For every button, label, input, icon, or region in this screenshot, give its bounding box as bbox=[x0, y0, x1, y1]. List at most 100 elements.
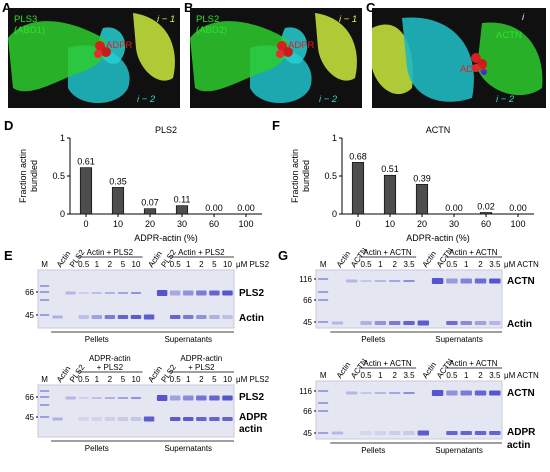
e-top-band bbox=[222, 315, 233, 319]
e-top-band bbox=[91, 292, 103, 294]
g-bot-lane-header: Actin bbox=[335, 360, 353, 380]
e-bot-group-label-1: + PLS2 bbox=[97, 363, 124, 372]
g-bot-band-label: ADPR bbox=[507, 427, 536, 438]
f-chart-title: ACTN bbox=[426, 125, 451, 135]
e-bot-lane-header: M bbox=[41, 375, 48, 384]
e-top-band-label: Actin bbox=[239, 313, 264, 324]
d-value-label: 0.11 bbox=[174, 195, 191, 205]
g-bot-gel-body bbox=[315, 380, 503, 440]
structure-image-c bbox=[372, 8, 546, 108]
bar-chart-f: ACTN Fraction actin bundled 0 0.5 1 0.68 0 0.51 1… bbox=[272, 118, 542, 243]
g-bot-marker-band bbox=[318, 402, 329, 404]
panel-label-b: B bbox=[184, 0, 194, 15]
g-top-band bbox=[403, 321, 415, 325]
d-bar bbox=[79, 167, 93, 215]
e-top-conc-label: 1 bbox=[186, 260, 191, 269]
g-bot-conc-label: 2 bbox=[392, 371, 397, 380]
panel-label-g: G bbox=[278, 248, 289, 263]
e-top-band bbox=[143, 314, 155, 320]
g-bot-band bbox=[346, 391, 358, 395]
panel-label-c: C bbox=[366, 0, 376, 15]
g-bot-band bbox=[460, 390, 472, 396]
d-bar bbox=[111, 187, 125, 215]
e-bot-band bbox=[104, 397, 116, 399]
g-bot-band bbox=[417, 430, 430, 436]
e-top-mw-label: 66 bbox=[25, 288, 34, 297]
g-bot-band bbox=[331, 431, 344, 435]
g-bot-mw-label: 66 bbox=[303, 407, 312, 416]
g-bot-unit-label: μM ACTN bbox=[504, 371, 539, 380]
g-bot-band bbox=[360, 392, 372, 394]
g-bot-band bbox=[460, 431, 472, 435]
e-bot-band bbox=[169, 417, 181, 421]
d-bar bbox=[175, 205, 189, 215]
e-bot-band bbox=[169, 395, 181, 401]
e-bot-band bbox=[209, 395, 220, 401]
subunit-label-a-2: i − 2 bbox=[137, 94, 156, 105]
g-bot-band bbox=[446, 390, 458, 396]
e-bot-band bbox=[196, 417, 207, 421]
adpr-label-c: ADPR bbox=[460, 64, 487, 75]
e-bot-conc-label: 2 bbox=[199, 375, 204, 384]
g-top-band bbox=[403, 280, 415, 282]
e-bot-marker-band bbox=[39, 396, 50, 398]
e-bot-band bbox=[52, 417, 63, 421]
e-bot-group-label-1: ADPR-actin bbox=[89, 355, 131, 363]
e-bot-conc-label: 1 bbox=[186, 375, 191, 384]
g-bot-band bbox=[388, 431, 401, 435]
panel-label-a: A bbox=[2, 0, 12, 15]
e-top-band bbox=[183, 315, 194, 319]
g-top-band bbox=[374, 280, 387, 282]
f-bar bbox=[479, 212, 493, 215]
panel-label-e: E bbox=[4, 248, 13, 263]
d-xtick-label: 0 bbox=[83, 219, 88, 229]
e-bot-conc-label: 0.5 bbox=[78, 375, 90, 384]
e-top-mw-label: 45 bbox=[25, 311, 34, 320]
f-value-label: 0.39 bbox=[413, 173, 431, 183]
subunit-label-c-i: i bbox=[522, 12, 525, 23]
g-bot-conc-label: 0.5 bbox=[446, 371, 458, 380]
d-xtick-label: 30 bbox=[177, 219, 187, 229]
g-bot-lane-header: M bbox=[320, 371, 327, 380]
e-bot-footer-label-1: Pellets bbox=[85, 444, 109, 453]
g-bot-marker-band bbox=[318, 432, 329, 434]
bar-chart-d: PLS2 Fraction actin bundled 0 0.5 1 0.61 0 0.35 1… bbox=[0, 118, 270, 243]
f-bar bbox=[383, 174, 397, 215]
g-top-marker-band bbox=[318, 299, 329, 301]
g-bot-band bbox=[431, 390, 444, 396]
domain-label-a: (ABD1) bbox=[14, 25, 46, 36]
d-xtick-label: 60 bbox=[209, 219, 219, 229]
d-xlabel: ADPR-actin (%) bbox=[134, 233, 198, 243]
d-value-label: 0.61 bbox=[77, 157, 95, 167]
g-top-conc-label: 2 bbox=[478, 260, 483, 269]
g-bot-conc-label: 3.5 bbox=[403, 371, 415, 380]
e-top-group-label-2: Actin + PLS2 bbox=[178, 248, 225, 257]
d-xtick-label: 100 bbox=[238, 219, 253, 229]
e-bot-group-label-2: + PLS2 bbox=[188, 363, 215, 372]
e-top-marker-band bbox=[39, 291, 50, 293]
e-bot-conc-label: 10 bbox=[132, 375, 141, 384]
f-ytick-label: 0.5 bbox=[324, 171, 337, 181]
g-bot-band bbox=[446, 431, 458, 435]
e-bot-band bbox=[156, 395, 168, 401]
f-ytick-label: 1 bbox=[332, 133, 337, 143]
f-xtick-label: 10 bbox=[385, 219, 395, 229]
e-top-band bbox=[222, 290, 233, 296]
d-ytick-label: 0 bbox=[60, 209, 65, 219]
g-bot-conc-label: 1 bbox=[378, 371, 383, 380]
e-top-conc-label: 0.5 bbox=[170, 260, 182, 269]
e-bot-unit-label: μM PLS2 bbox=[236, 375, 270, 384]
e-top-band-label: PLS2 bbox=[239, 288, 264, 299]
e-top-band bbox=[156, 290, 168, 296]
g-top-conc-label: 0.5 bbox=[361, 260, 373, 269]
g-top-conc-label: 0.5 bbox=[446, 260, 458, 269]
e-top-band bbox=[209, 315, 220, 319]
g-bot-band bbox=[489, 390, 501, 396]
d-value-label: 0.00 bbox=[237, 203, 255, 213]
e-bot-band bbox=[183, 395, 194, 401]
e-top-band bbox=[183, 290, 194, 296]
panel-label-d: D bbox=[4, 118, 14, 133]
g-top-band bbox=[446, 321, 458, 325]
e-top-band bbox=[117, 292, 129, 294]
e-bot-band-label: actin bbox=[239, 424, 262, 435]
